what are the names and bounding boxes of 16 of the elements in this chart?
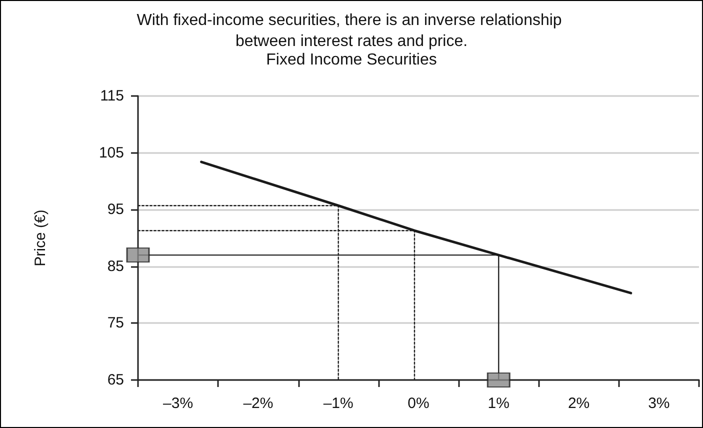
y-tick-label: 65	[107, 372, 124, 388]
y-tick-label: 85	[107, 258, 124, 275]
x-tick-label: 3%	[648, 395, 670, 412]
y-tick-label: 75	[107, 314, 124, 332]
x-tick-label: –3%	[163, 395, 194, 412]
x-tick-label: –1%	[323, 395, 354, 412]
x-tick-label: 1%	[488, 395, 510, 412]
x-tick-label: 2%	[568, 395, 590, 412]
x-tick-label: –2%	[243, 395, 274, 412]
chart-subtitle: With fixed-income securities, there is an inverse relationship between interest rates and price.	[136, 12, 566, 50]
x-tick-label: 0%	[408, 395, 430, 412]
y-tick-label: 105	[98, 144, 124, 162]
y-tick-label: 115	[100, 88, 124, 104]
y-tick-label: 95	[107, 201, 124, 218]
y-axis-title: Price (€)	[32, 210, 49, 266]
chart-title: Fixed Income Securities	[266, 52, 437, 68]
